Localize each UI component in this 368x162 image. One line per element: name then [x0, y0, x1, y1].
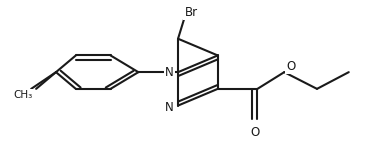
- Text: N: N: [165, 101, 174, 114]
- Text: CH₃: CH₃: [14, 90, 33, 100]
- Text: N: N: [165, 66, 174, 79]
- Text: Br: Br: [184, 6, 198, 19]
- Text: O: O: [251, 126, 260, 139]
- Text: O: O: [286, 60, 296, 73]
